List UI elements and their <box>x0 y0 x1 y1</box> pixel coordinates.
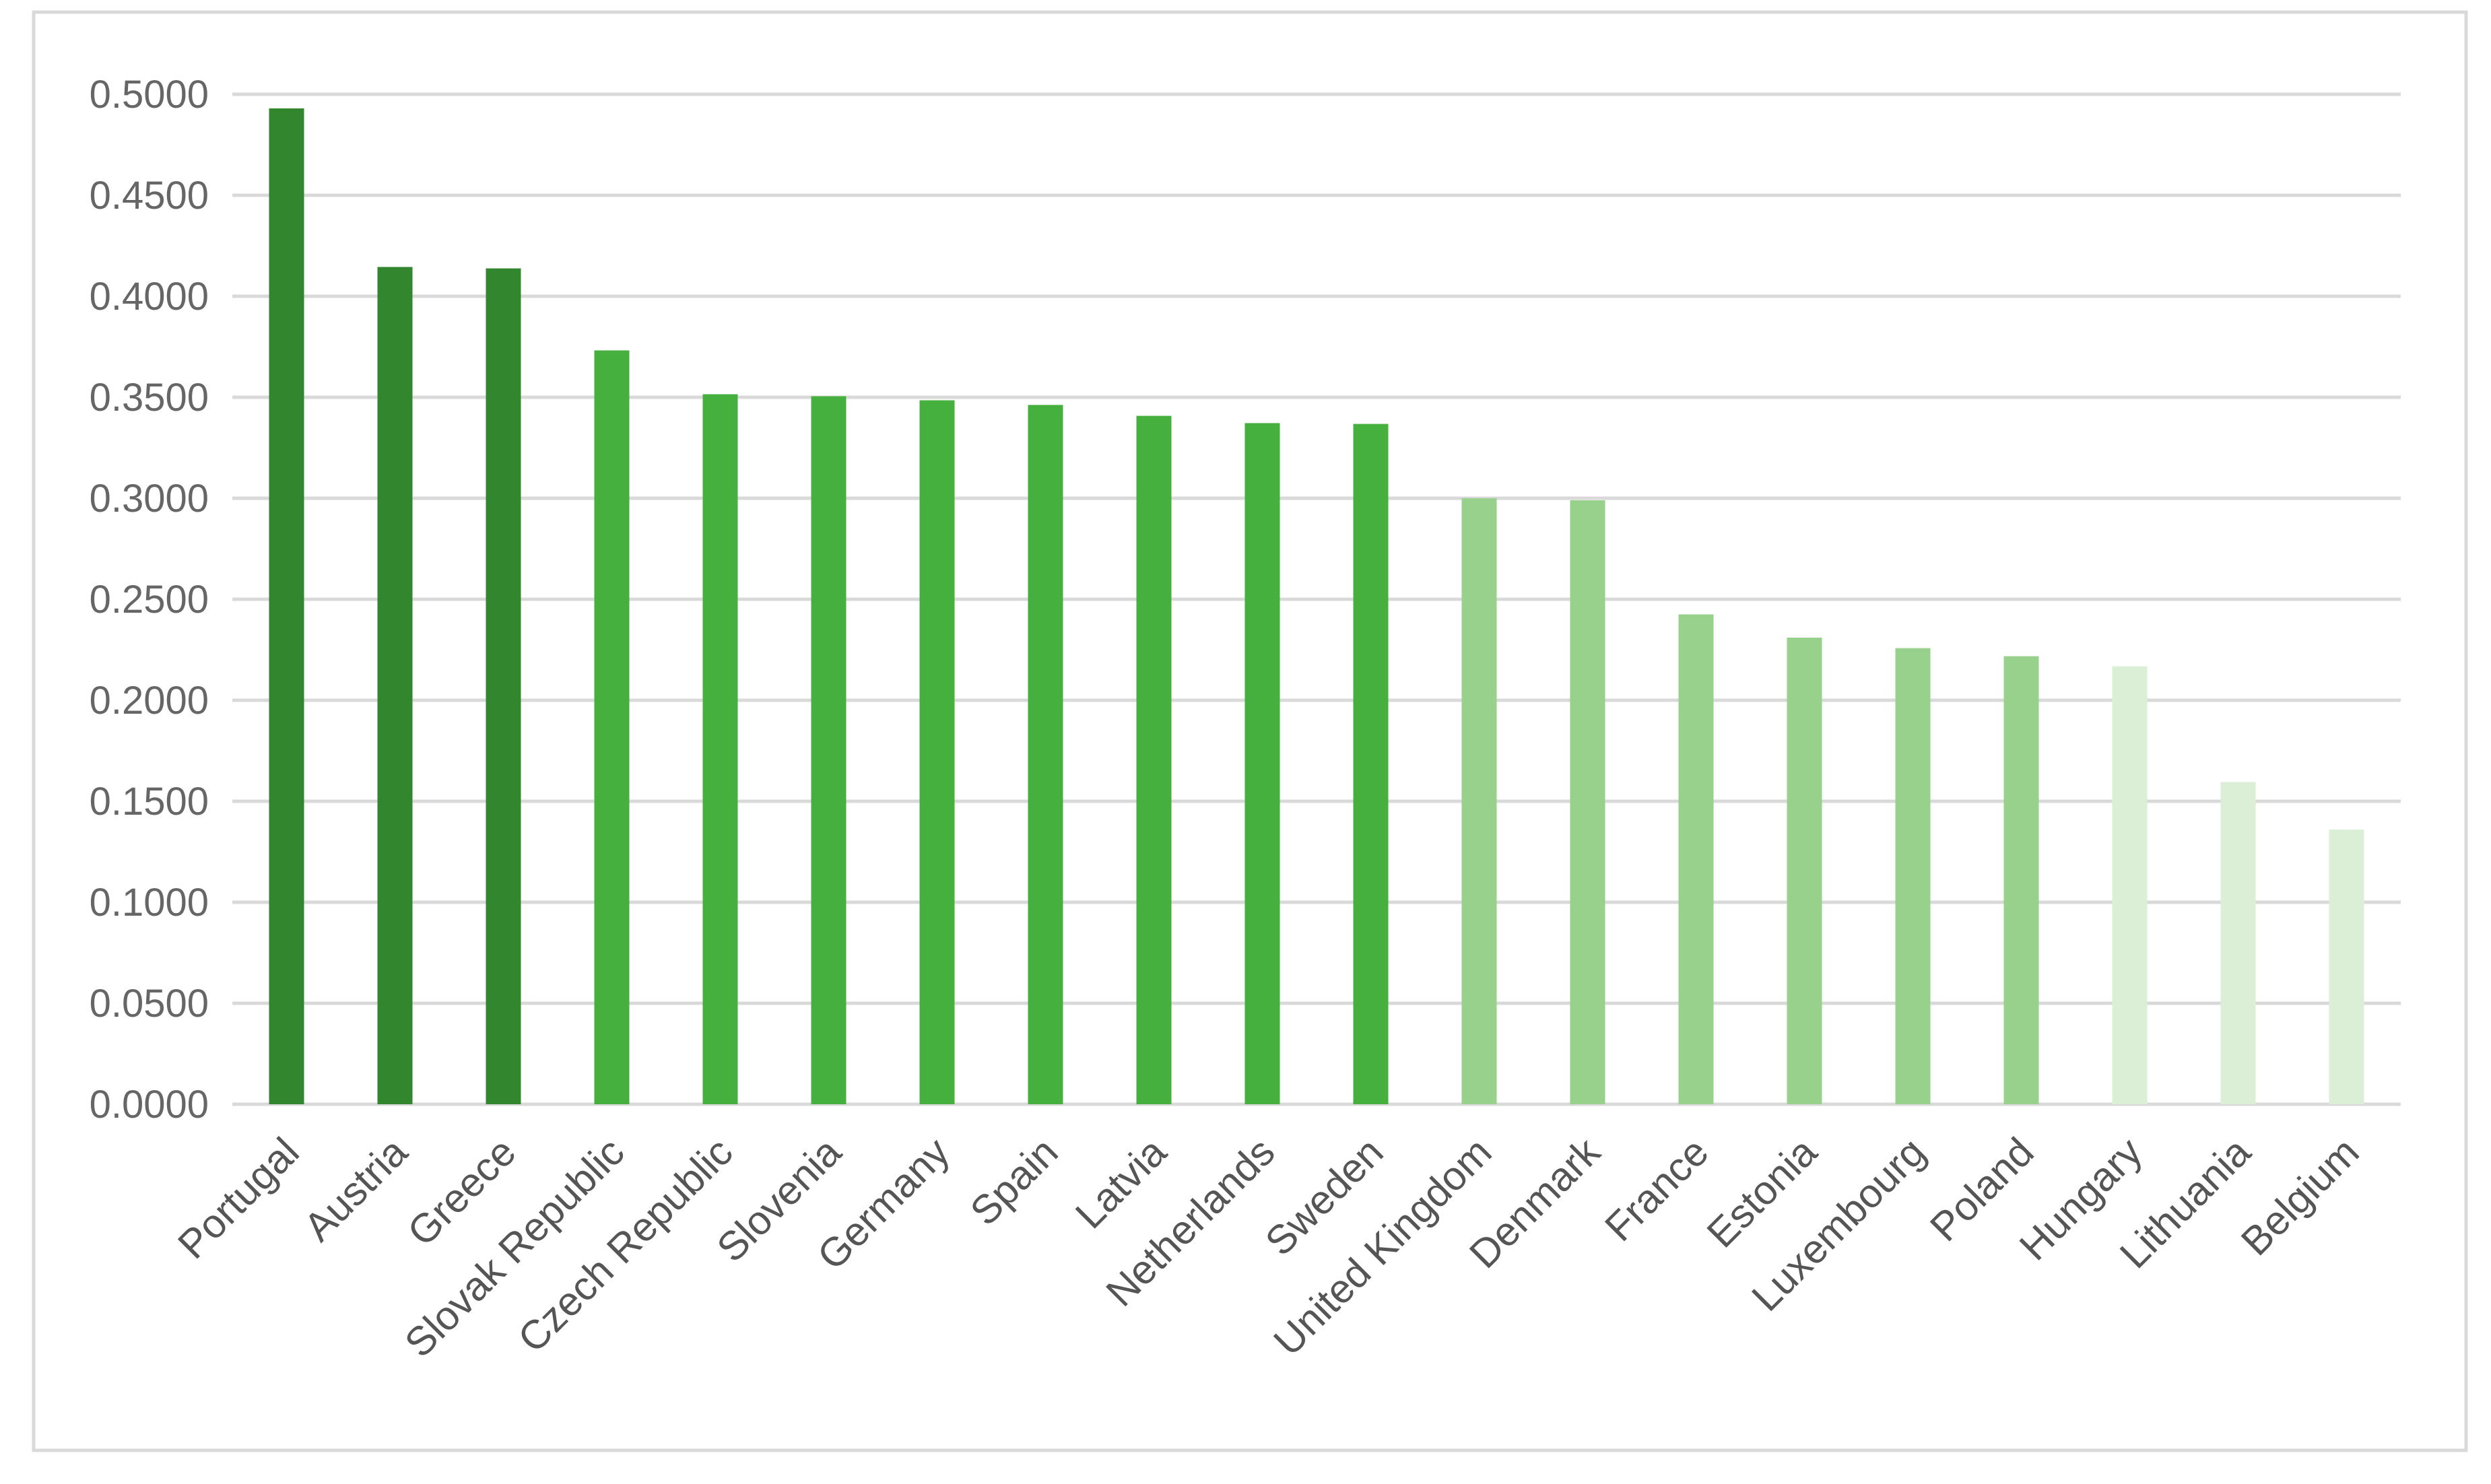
y-tick-label: 0.2500 <box>90 578 209 621</box>
bar-slovak-republic <box>594 350 630 1104</box>
y-tick-label: 0.3500 <box>90 376 209 419</box>
bar-sweden <box>1353 424 1389 1104</box>
bar-belgium <box>2329 830 2364 1104</box>
y-tick-label: 0.2000 <box>90 679 209 722</box>
bar-greece <box>486 268 521 1105</box>
bar-slovenia <box>811 396 846 1104</box>
bar-denmark <box>1570 500 1605 1104</box>
bar-luxembourg <box>1895 648 1931 1104</box>
bar-czech-republic <box>702 394 738 1104</box>
bars <box>269 108 2364 1105</box>
bar-latvia <box>1136 415 1172 1104</box>
bar-united-kingdom <box>1461 498 1497 1104</box>
bar-hungary <box>2112 666 2148 1104</box>
y-axis: 0.0000 0.0500 0.1000 0.1500 0.2000 0.2500 0.30… <box>90 73 209 1126</box>
gridlines <box>232 92 2401 1106</box>
y-tick-label: 0.3000 <box>90 477 209 520</box>
bar-poland <box>2003 656 2039 1104</box>
y-tick-label: 0.0500 <box>90 982 209 1025</box>
bar-germany <box>919 400 955 1104</box>
y-tick-label: 0.4000 <box>90 275 209 318</box>
y-tick-label: 0.5000 <box>90 73 209 116</box>
y-tick-label: 0.1000 <box>90 881 209 924</box>
y-tick-label: 0.1500 <box>90 780 209 823</box>
bar-lithuania <box>2220 782 2256 1104</box>
bar-spain <box>1028 405 1063 1104</box>
bar-netherlands <box>1244 423 1280 1104</box>
bar-estonia <box>1787 638 1822 1104</box>
bar-france <box>1678 614 1714 1104</box>
bar-portugal <box>269 108 304 1104</box>
y-tick-label: 0.0000 <box>90 1083 209 1126</box>
bar-austria <box>377 267 413 1104</box>
y-tick-label: 0.4500 <box>90 174 209 217</box>
